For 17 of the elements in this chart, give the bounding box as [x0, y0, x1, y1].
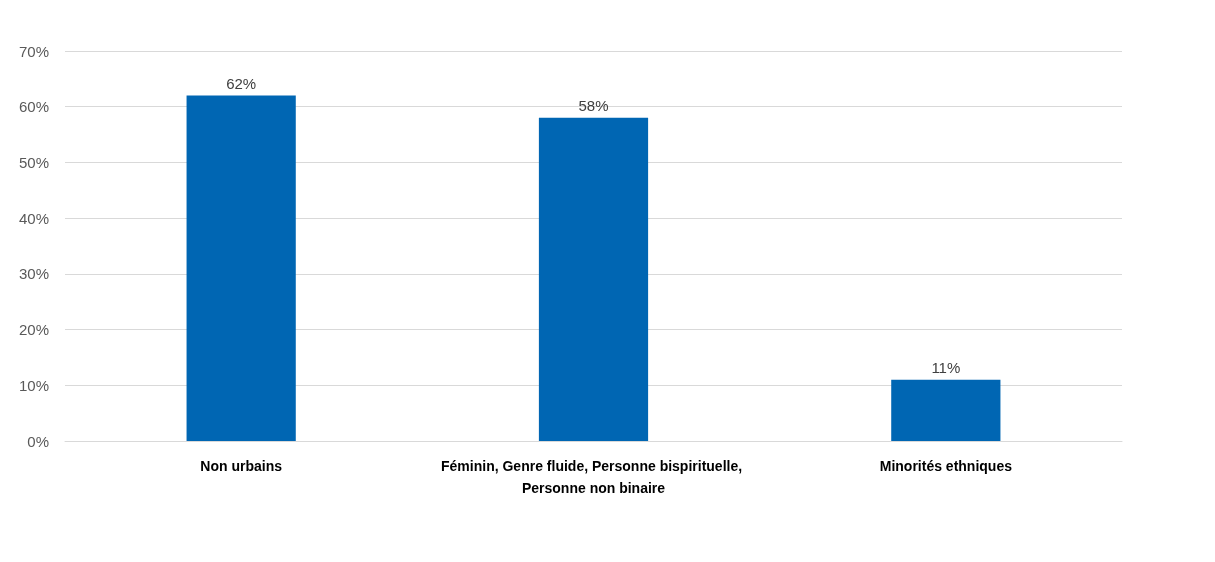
y-tick-label: 30% [18, 265, 49, 283]
y-tick-label: 60% [18, 98, 49, 116]
bar [891, 379, 1001, 441]
x-tick-label: Féminin, Genre fluide, Personne bispirituelle, Personne non binaire [441, 458, 746, 496]
data-label: 62% [226, 74, 257, 92]
y-tick-label: 0% [27, 432, 49, 450]
y-tick-label: 70% [18, 42, 49, 60]
y-tick-label: 40% [18, 209, 49, 227]
x-tick-label: Non urbains [200, 458, 283, 474]
y-tick-label: 50% [18, 153, 49, 171]
bar [538, 117, 649, 441]
data-label: 11% [931, 358, 961, 376]
bar [186, 95, 296, 441]
y-tick-label: 10% [18, 376, 49, 394]
data-label: 58% [578, 96, 609, 114]
x-tick-label: Minorités ethniques [879, 458, 1013, 474]
y-tick-label: 20% [18, 321, 49, 339]
